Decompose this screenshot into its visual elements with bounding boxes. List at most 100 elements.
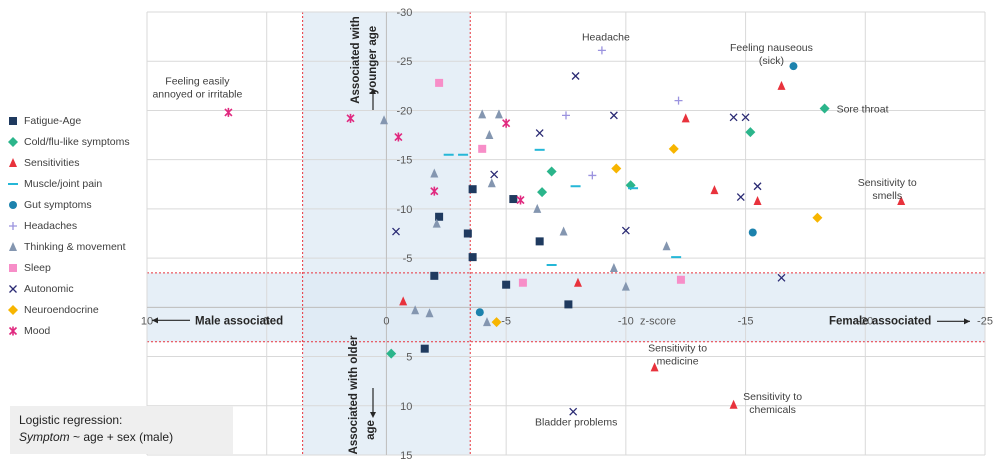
data-point — [611, 163, 622, 174]
data-point — [562, 111, 570, 120]
legend-marker-icon — [9, 116, 17, 125]
legend-marker-icon — [8, 182, 18, 185]
legend-marker-icon — [9, 263, 17, 272]
data-point — [628, 187, 639, 190]
legend-marker-icon — [9, 157, 17, 167]
data-point — [534, 148, 545, 151]
data-point — [516, 195, 525, 205]
left-arrow-head-icon — [152, 317, 158, 324]
x-tick-label: 10 — [141, 315, 153, 327]
data-point — [411, 305, 420, 315]
data-point — [597, 46, 606, 55]
data-point — [745, 127, 756, 138]
data-point — [443, 153, 454, 156]
data-point — [662, 241, 671, 251]
legend-marker — [9, 157, 17, 167]
data-point — [509, 195, 518, 204]
legend-item: Muscle/joint pain — [6, 173, 146, 194]
legend-marker-icon — [9, 284, 17, 293]
series-sleep — [435, 78, 685, 287]
point-label: chemicals — [749, 404, 796, 416]
data-point — [741, 113, 750, 122]
point-label: Sensitivity to — [743, 391, 802, 403]
data-point — [224, 107, 233, 117]
data-point — [559, 226, 568, 236]
data-point — [458, 153, 469, 156]
data-point — [812, 212, 823, 223]
legend-label: Sensitivities — [24, 156, 80, 169]
data-point — [668, 143, 679, 154]
data-point — [736, 193, 745, 202]
y-tick-label: -5 — [403, 253, 413, 265]
data-point — [609, 262, 618, 272]
data-point — [535, 237, 544, 246]
data-point — [502, 280, 511, 289]
data-point — [518, 278, 527, 287]
point-label: Sore throat — [837, 103, 889, 115]
data-point — [430, 168, 439, 178]
point-label: smells — [872, 190, 902, 202]
y-tick-label: -10 — [397, 204, 413, 216]
data-point — [570, 185, 581, 188]
y-tick-label: 5 — [406, 352, 412, 364]
data-point — [346, 113, 355, 123]
right-arrow-head-icon — [964, 318, 970, 325]
legend-label: Gut symptoms — [24, 198, 92, 211]
legend-marker-icon — [9, 200, 17, 209]
legend-marker — [8, 326, 18, 335]
data-point — [546, 166, 557, 177]
series-gut-symptoms — [475, 62, 798, 317]
data-point — [482, 317, 491, 327]
legend-marker — [8, 304, 18, 315]
point-label: Feeling easily — [165, 75, 230, 87]
legend-marker — [9, 284, 17, 293]
y-tick-label: 15 — [400, 450, 412, 462]
legend-label: Neuroendocrine — [24, 303, 99, 316]
legend-item: Sleep — [6, 257, 146, 278]
x-axis-title: z-score — [640, 315, 676, 327]
younger-age-label-line1: Associated with — [350, 16, 362, 104]
older-age-label-line1: Associated with older — [348, 335, 360, 454]
data-point — [468, 185, 477, 194]
data-point — [491, 317, 502, 328]
series-sensitivities — [399, 80, 906, 409]
y-tick-label: -20 — [397, 105, 413, 117]
data-point — [573, 277, 582, 287]
x-tick-label: -10 — [618, 315, 634, 327]
data-point — [394, 132, 403, 142]
legend-label: Cold/flu-like symptoms — [24, 135, 130, 148]
data-point — [621, 281, 630, 291]
y-tick-label: -30 — [397, 7, 413, 19]
legend-marker-icon — [8, 136, 18, 147]
data-point — [588, 171, 597, 180]
legend-label: Headaches — [24, 219, 78, 232]
data-point — [729, 399, 738, 409]
point-label: medicine — [657, 355, 699, 367]
data-point — [430, 271, 439, 280]
legend-marker-icon — [8, 304, 18, 315]
x-tick-label: 5 — [264, 315, 270, 327]
legend-item: Cold/flu-like symptoms — [6, 131, 146, 152]
data-point — [710, 185, 719, 195]
data-point — [478, 144, 487, 153]
legend-item: Fatigue-Age — [6, 110, 146, 131]
note-title: Logistic regression: — [19, 413, 123, 427]
point-label: Headache — [582, 31, 630, 43]
male-associated-label: Male associated — [195, 315, 283, 327]
point-label: (sick) — [759, 55, 784, 67]
model-note: Logistic regression: Symptom ~ age + sex… — [10, 406, 233, 454]
data-point — [546, 264, 557, 267]
legend-label: Muscle/joint pain — [24, 177, 103, 190]
younger-age-label-line2: younger age — [367, 26, 379, 94]
legend-marker — [9, 116, 17, 125]
series-thinking-movement — [380, 109, 671, 327]
data-point — [753, 182, 762, 191]
legend-marker — [8, 182, 18, 185]
data-point — [463, 229, 472, 238]
data-points — [224, 46, 906, 416]
data-point — [487, 178, 496, 188]
data-point — [569, 407, 578, 416]
data-point — [674, 96, 683, 105]
series-neuroendocrine — [491, 143, 823, 328]
legend: Fatigue-Age Cold/flu-like symptoms Sensiti… — [6, 110, 146, 341]
